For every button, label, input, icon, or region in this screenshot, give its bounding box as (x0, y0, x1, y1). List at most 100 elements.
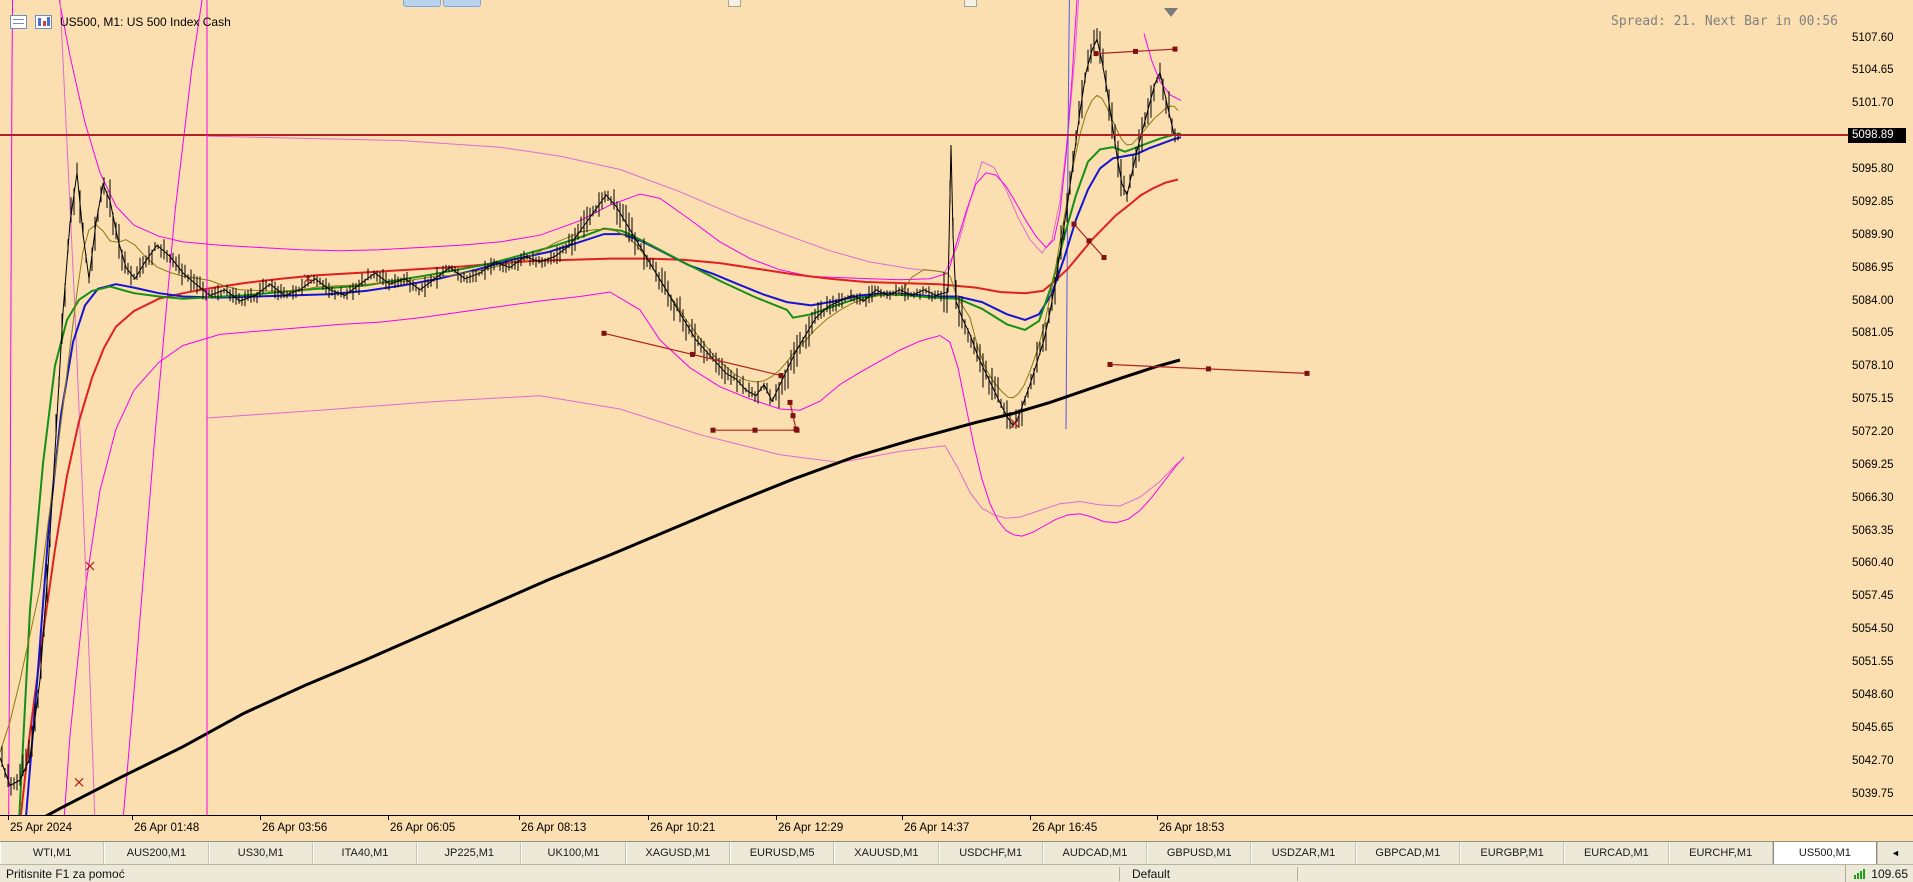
price-axis-label: 5042.70 (1852, 754, 1894, 767)
time-axis-label: 26 Apr 14:37 (904, 822, 970, 834)
toolbar-fragment (443, 0, 481, 7)
price-axis-label: 5054.50 (1852, 623, 1894, 636)
chart-canvas[interactable] (0, 0, 1913, 815)
toolbar-fragment (728, 0, 741, 7)
series-band-upper-right (1143, 33, 1182, 101)
price-axis-label: 5063.35 (1852, 524, 1894, 537)
symbol-tab-us30-m1[interactable]: US30,M1 (208, 842, 313, 864)
trendline-handle[interactable] (790, 413, 796, 419)
time-axis-label: 26 Apr 12:29 (778, 822, 844, 834)
symbol-tab-strip: WTI,M1 AUS200,M1 US30,M1 ITA40,M1 JP225,M1 UK… (0, 842, 1878, 864)
price-axis-label: 5051.55 (1852, 656, 1894, 668)
trendline-handle[interactable] (1086, 238, 1092, 244)
price-axis-label: 5066.30 (1852, 491, 1894, 504)
price-axis-label: 5086.95 (1852, 261, 1894, 274)
chart-title: US500, M1: US 500 Index Cash (60, 15, 231, 29)
time-axis-tick (519, 816, 520, 820)
symbol-tab-eurchf-m1[interactable]: EURCHF,M1 (1668, 842, 1773, 864)
price-axis-label: 5084.00 (1852, 294, 1894, 307)
cross-marker[interactable] (1010, 419, 1020, 428)
symbol-tab-wti-m1[interactable]: WTI,M1 (0, 842, 105, 864)
connection-value: 109.65 (1871, 866, 1908, 881)
trendline-handle[interactable] (793, 426, 799, 432)
time-axis-tick (1157, 816, 1158, 820)
symbol-tab-aus200-m1[interactable]: AUS200,M1 (104, 842, 209, 864)
time-axis-tick (132, 816, 133, 820)
trendline-handle[interactable] (1304, 370, 1310, 376)
series-band-upper (58, 0, 1078, 281)
time-axis-tick (902, 816, 903, 820)
trendline-handle[interactable] (1172, 46, 1178, 52)
trendline-handle[interactable] (1107, 362, 1113, 367)
trendline-handle[interactable] (787, 399, 793, 405)
price-axis-label: 5072.20 (1852, 425, 1894, 438)
trendline-handle[interactable] (710, 427, 716, 433)
status-profile[interactable]: Default (1120, 866, 1298, 881)
symbol-tab-usdchf-m1[interactable]: USDCHF,M1 (938, 842, 1043, 864)
symbol-tab-uk100-m1[interactable]: UK100,M1 (521, 842, 626, 864)
time-axis[interactable]: 25 Apr 2024 26 Apr 01:48 26 Apr 03:56 26 Ap… (0, 815, 1913, 841)
time-axis-label: 26 Apr 01:48 (134, 822, 200, 834)
price-axis-label: 5104.65 (1852, 64, 1894, 77)
trendline-handle[interactable] (601, 330, 607, 336)
symbol-tab-eurgbp-m1[interactable]: EURGBP,M1 (1459, 842, 1565, 864)
symbol-tab-xagusd-m1[interactable]: XAGUSD,M1 (625, 842, 730, 864)
time-axis-label: 26 Apr 06:05 (390, 822, 456, 834)
trendline-handle[interactable] (1133, 48, 1138, 54)
series-ma-fast (18, 132, 1182, 815)
trendline-handle[interactable] (1101, 255, 1107, 260)
trendline-handle[interactable] (1071, 221, 1077, 227)
series-band-lower (63, 291, 1185, 815)
trendline-handle[interactable] (752, 427, 758, 433)
symbol-tab-jp225-m1[interactable]: JP225,M1 (417, 842, 522, 864)
toolbar-fragment (403, 0, 441, 7)
symbol-tab-usdzar-m1[interactable]: USDZAR,M1 (1251, 842, 1356, 864)
tab-scroll-left-icon: ◄ (1891, 848, 1900, 858)
price-axis-label: 5078.10 (1852, 360, 1894, 373)
series-ma-200 (44, 358, 1181, 815)
symbol-tab-us500-m1[interactable]: US500,M1 (1772, 842, 1878, 864)
symbol-tab-eurcad-m1[interactable]: EURCAD,M1 (1564, 842, 1669, 864)
price-axis-label: 5095.80 (1852, 163, 1894, 175)
symbol-tab-audcad-m1[interactable]: AUDCAD,M1 (1042, 842, 1148, 864)
series-ma-mid (25, 136, 1182, 815)
cross-marker[interactable] (74, 777, 84, 787)
series-spike-line-blue (1065, 0, 1070, 430)
price-axis[interactable]: 5098.89 5107.60 5104.65 5101.70 5095.80 5092… (1848, 0, 1913, 815)
time-axis-label: 26 Apr 08:13 (521, 822, 587, 834)
series-band-lower-outer (206, 395, 1179, 519)
time-axis-tick (776, 816, 777, 820)
toolbar-fragment (964, 0, 977, 7)
symbol-tab-gbpusd-m1[interactable]: GBPUSD,M1 (1147, 842, 1252, 864)
symbol-tab-bar: WTI,M1 AUS200,M1 US30,M1 ITA40,M1 JP225,M1 UK… (0, 841, 1913, 864)
trendline-handle[interactable] (690, 351, 695, 357)
price-axis-label: 5075.15 (1852, 393, 1894, 406)
trendline-handle[interactable] (1093, 51, 1099, 57)
price-axis-label: 5089.90 (1852, 228, 1894, 241)
connection-status: 109.65 (1845, 865, 1913, 882)
current-price-value: 5098.89 (1852, 129, 1894, 141)
time-axis-tick (260, 816, 261, 820)
time-axis-tick (388, 816, 389, 820)
current-price-tag: 5098.89 (1848, 127, 1906, 143)
chart-region[interactable]: US500, M1: US 500 Index Cash Spread: 21.… (0, 0, 1913, 815)
symbol-tab-xauusd-m1[interactable]: XAUUSD,M1 (834, 842, 939, 864)
series-expansion-left-b (122, 0, 203, 815)
cross-marker[interactable] (85, 561, 95, 571)
chart-shift-marker (1164, 8, 1178, 17)
symbol-tab-eurusd-m5[interactable]: EURUSD,M5 (729, 842, 835, 864)
time-axis-label: 26 Apr 18:53 (1159, 822, 1225, 834)
status-bar: Pritisnite F1 za pomoć Default 109.65 (0, 864, 1913, 882)
trendline-handle[interactable] (778, 373, 784, 379)
price-bars (1, 28, 1179, 796)
tab-scroll-left-button[interactable]: ◄ (1877, 842, 1913, 864)
symbol-tab-ita40-m1[interactable]: ITA40,M1 (312, 842, 418, 864)
time-axis-tick (1030, 816, 1031, 820)
price-axis-label: 5092.85 (1852, 195, 1894, 208)
price-axis-label: 5057.45 (1852, 590, 1894, 603)
series-expansion-left-c (59, 0, 96, 815)
symbol-tab-gbpcad-m1[interactable]: GBPCAD,M1 (1355, 842, 1460, 864)
trendline-handle[interactable] (1206, 366, 1211, 372)
cross-marker[interactable] (303, 274, 313, 284)
time-axis-label: 26 Apr 03:56 (262, 822, 328, 834)
